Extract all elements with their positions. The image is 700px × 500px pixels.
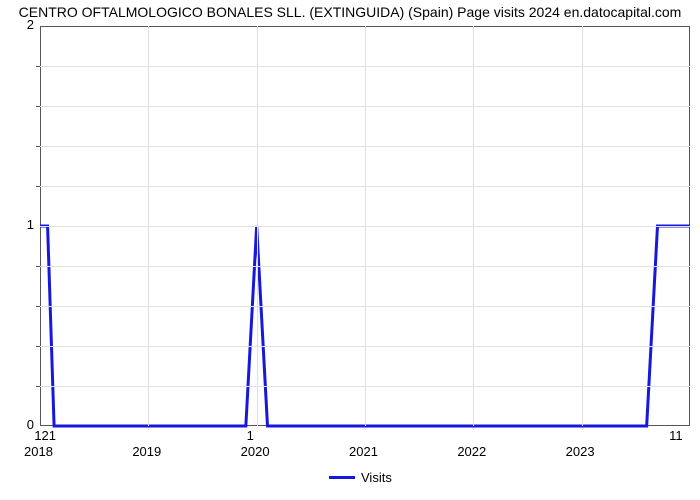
x-tick-label: 2022 <box>457 444 486 459</box>
legend-swatch <box>329 476 355 479</box>
legend-label: Visits <box>361 470 392 485</box>
grid-line-horizontal-minor <box>40 346 690 347</box>
grid-line-horizontal-minor <box>40 146 690 147</box>
x-tick-label: 2021 <box>349 444 378 459</box>
x-tick-label: 2018 <box>24 444 53 459</box>
chart-title: CENTRO OFTALMOLOGICO BONALES SLL. (EXTIN… <box>0 4 700 20</box>
x-tick-label: 2023 <box>566 444 595 459</box>
grid-line-horizontal-minor <box>40 266 690 267</box>
grid-line-horizontal-minor <box>40 186 690 187</box>
x-tick-label: 2020 <box>241 444 270 459</box>
baseline-annotation: 121 <box>34 428 56 443</box>
baseline-annotation: 1 <box>247 428 254 443</box>
x-tick-label: 2019 <box>132 444 161 459</box>
y-tick-label: 1 <box>27 217 34 232</box>
grid-line-horizontal-major <box>40 226 690 227</box>
y-tick-label: 2 <box>27 17 34 32</box>
grid-line-horizontal-minor <box>40 66 690 67</box>
grid-line-horizontal-minor <box>40 306 690 307</box>
grid-line-horizontal-minor <box>40 106 690 107</box>
baseline-annotation: 11 <box>669 428 683 443</box>
grid-line-horizontal-minor <box>40 386 690 387</box>
y-tick-label: 0 <box>27 417 34 432</box>
legend: Visits <box>329 470 392 485</box>
